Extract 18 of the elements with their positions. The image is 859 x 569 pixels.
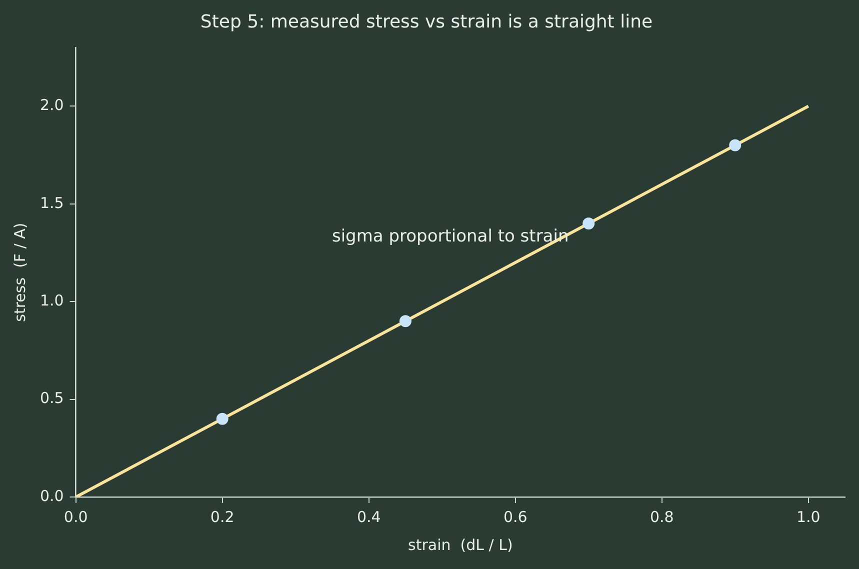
y-tick-label: 1.0 <box>40 292 64 310</box>
point <box>399 315 412 328</box>
x-axis-title: strain (dL / L) <box>408 536 513 554</box>
y-tick-label: 1.5 <box>40 194 64 212</box>
y-axis-title: stress (F / A) <box>10 222 29 322</box>
y-tick-label: 0.5 <box>40 389 64 408</box>
x-tick-label: 0.4 <box>356 508 381 526</box>
x-tick-label: 0.2 <box>210 508 234 526</box>
x-tick-label: 0.8 <box>650 508 674 526</box>
x-tick-label: 0.6 <box>503 508 528 526</box>
y-tick-label: 0.0 <box>40 486 64 505</box>
x-tick-label: 1.0 <box>796 508 820 526</box>
y-tick-label: 2.0 <box>40 96 64 114</box>
chart-title: Step 5: measured stress vs strain is a straight line <box>200 11 653 32</box>
point <box>582 217 595 230</box>
point <box>729 139 742 152</box>
point <box>216 412 228 425</box>
x-tick-label: 0.0 <box>64 508 88 526</box>
